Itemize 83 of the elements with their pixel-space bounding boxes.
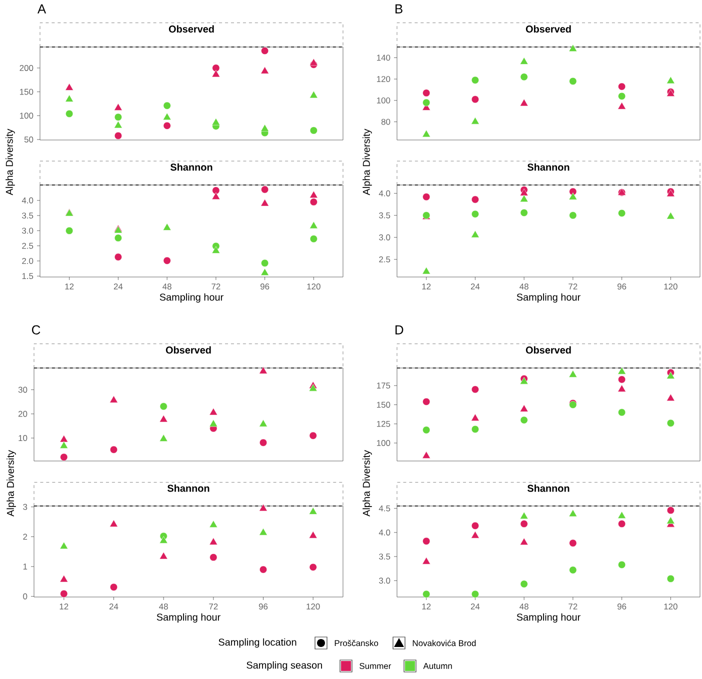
y-tick-label: 200 — [20, 64, 34, 71]
y-tick-label: 0 — [23, 593, 28, 600]
x-tick-label: 12 — [60, 604, 68, 610]
x-tick-label: 96 — [617, 604, 626, 610]
x-tick-label: 48 — [162, 284, 172, 290]
chart-title: Observed — [168, 25, 214, 33]
y-tick-label: 140 — [376, 54, 390, 61]
y-tick-label: 2 — [23, 534, 28, 540]
y-tick-label: 125 — [376, 420, 390, 427]
chart-title: Shannon — [527, 484, 570, 492]
x-tick-label: 120 — [664, 284, 678, 290]
y-tick-label: 2.0 — [22, 258, 34, 264]
y-tick-label: 10 — [18, 435, 28, 442]
x-tick-label: 48 — [520, 604, 528, 610]
y-tick-label: 4.5 — [378, 505, 390, 512]
x-tick-label: 72 — [209, 604, 218, 610]
x-axis-title: Sampling hour — [516, 613, 580, 623]
text: Sampling location — [218, 638, 296, 648]
y-tick-label: 3.5 — [22, 212, 34, 219]
y-tick-label: 3.0 — [379, 578, 390, 584]
x-axis-title: Sampling hour — [160, 293, 224, 303]
x-tick-label: 12 — [65, 284, 74, 290]
y-tick-label: 4.0 — [22, 197, 34, 204]
chart-title: Observed — [526, 346, 571, 354]
x-tick-label: 48 — [159, 604, 168, 610]
y-axis-title: Alpha Diversity — [6, 128, 15, 196]
y-tick-label: 4.0 — [378, 529, 390, 536]
x-tick-label: 96 — [258, 604, 268, 610]
x-tick-label: 96 — [617, 284, 626, 290]
y-tick-label: 175 — [376, 382, 390, 389]
x-tick-label: 24 — [114, 284, 123, 290]
chart-title: Shannon — [527, 163, 570, 171]
x-tick-label: 120 — [664, 604, 678, 610]
y-tick-label: 1 — [23, 564, 28, 570]
text: C — [32, 325, 40, 334]
y-tick-label: 100 — [20, 112, 34, 119]
y-tick-label: 20 — [18, 410, 28, 417]
y-axis-title: Alpha Diversity — [362, 128, 372, 196]
x-tick-label: 12 — [422, 604, 431, 610]
y-tick-label: 2.5 — [379, 256, 390, 262]
x-tick-label: 120 — [306, 604, 320, 610]
x-tick-label: 24 — [470, 604, 480, 610]
y-tick-label: 1.5 — [22, 273, 34, 280]
x-axis-title: Sampling hour — [156, 613, 220, 623]
text: Proščansko — [334, 640, 378, 646]
chart-title: Shannon — [167, 484, 210, 492]
text: Summer — [360, 663, 392, 669]
y-tick-label: 150 — [20, 88, 34, 95]
y-tick-label: 3.5 — [379, 554, 390, 560]
y-tick-label: 80 — [381, 118, 390, 125]
y-tick-label: 2.5 — [22, 242, 34, 249]
y-tick-label: 100 — [376, 440, 390, 446]
x-axis-title: Sampling hour — [516, 293, 580, 303]
text: B — [396, 4, 402, 14]
y-tick-label: 50 — [24, 136, 34, 143]
text: Autumn — [423, 663, 452, 669]
x-tick-label: 24 — [109, 604, 118, 610]
y-axis-title: Alpha Diversity — [362, 450, 372, 516]
y-tick-label: 120 — [376, 76, 390, 82]
y-tick-label: 4.0 — [378, 190, 390, 196]
x-tick-label: 48 — [520, 284, 528, 290]
y-tick-label: 3.0 — [379, 234, 390, 240]
chart-title: Shannon — [170, 163, 212, 171]
x-tick-label: 72 — [568, 604, 578, 610]
x-tick-label: 72 — [568, 284, 578, 290]
x-tick-label: 24 — [470, 284, 480, 290]
y-tick-label: 3.0 — [22, 228, 34, 234]
y-tick-label: 150 — [376, 402, 390, 408]
y-tick-label: 3 — [23, 504, 28, 510]
text: D — [396, 325, 404, 334]
chart-title: Observed — [526, 25, 571, 33]
x-tick-label: 96 — [260, 284, 270, 290]
y-axis-title: Alpha Diversity — [6, 450, 16, 516]
y-tick-label: 30 — [18, 386, 28, 393]
y-tick-label: 100 — [376, 97, 390, 104]
text: A — [37, 4, 46, 14]
y-tick-label: 3.5 — [379, 212, 390, 218]
chart-title: Observed — [166, 346, 211, 354]
x-tick-label: 12 — [422, 284, 431, 290]
x-tick-label: 72 — [212, 284, 220, 290]
text: Sampling season — [246, 661, 322, 671]
x-tick-label: 120 — [307, 284, 320, 290]
text: Novakovića Brod — [412, 640, 476, 646]
